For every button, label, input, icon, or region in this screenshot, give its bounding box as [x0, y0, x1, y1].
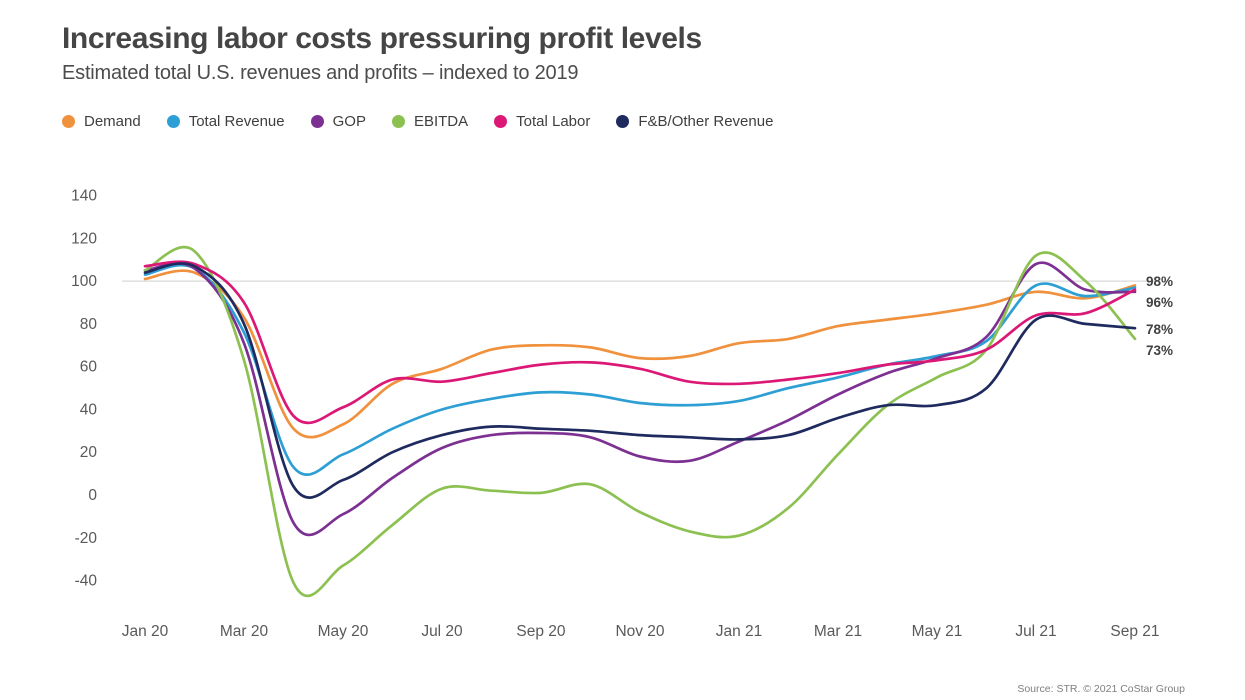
legend-item-f-b-other-revenue: F&B/Other Revenue [616, 113, 773, 130]
legend-label: GOP [332, 113, 366, 130]
legend-dot-icon [166, 115, 180, 128]
chart-subtitle: Estimated total U.S. revenues and profit… [62, 61, 579, 84]
legend-label: Total Revenue [188, 113, 285, 130]
x-axis-tick-label: May 21 [912, 623, 963, 640]
x-axis-tick-label: Jan 21 [716, 623, 763, 640]
chart-title: Increasing labor costs pressuring profit… [62, 22, 702, 55]
x-axis-tick-label: Nov 20 [615, 623, 664, 640]
x-axis-tick-label: Jul 21 [1015, 623, 1056, 640]
legend-item-gop: GOP [310, 113, 366, 130]
source-attribution: Source: STR. © 2021 CoStar Group [1017, 683, 1185, 695]
end-value-label: 98% [1146, 274, 1173, 289]
end-value-label: 73% [1146, 343, 1173, 358]
y-axis-tick-label: 100 [71, 273, 97, 290]
x-axis-tick-label: Mar 20 [220, 623, 269, 640]
y-axis-tick-label: 0 [88, 487, 97, 504]
legend-dot-icon [391, 115, 405, 128]
legend-item-total-labor: Total Labor [494, 113, 590, 130]
legend-label: Demand [84, 113, 141, 130]
x-axis-tick-label: Jul 20 [421, 623, 463, 640]
x-axis-tick-label: Sep 20 [516, 623, 566, 640]
series-line-demand [143, 269, 1137, 439]
legend-dot-icon [494, 115, 508, 128]
legend-item-total-revenue: Total Revenue [166, 113, 285, 130]
legend-item-demand: Demand [62, 113, 141, 130]
legend-label: Total Labor [516, 113, 591, 130]
y-axis-tick-label: 20 [80, 444, 98, 461]
series-line-f-b-other-revenue [143, 262, 1137, 499]
legend-dot-icon [310, 115, 324, 128]
legend-dot-icon [62, 115, 75, 128]
x-axis-tick-label: Sep 21 [1110, 623, 1159, 640]
series-line-gop [143, 261, 1137, 537]
y-axis-tick-label: 40 [80, 401, 98, 418]
x-axis-tick-label: May 20 [318, 623, 369, 640]
y-axis-tick-label: 120 [71, 230, 97, 247]
x-axis-tick-label: Jan 20 [122, 623, 169, 640]
series-line-total-labor [143, 260, 1137, 425]
legend-item-ebitda: EBITDA [391, 113, 469, 130]
legend-label: F&B/Other Revenue [638, 113, 774, 130]
chart-header: Increasing labor costs pressuring profit… [62, 22, 702, 85]
y-axis-tick-label: 80 [80, 316, 98, 333]
chart-legend: Demand Total Revenue GOP EBITDA Total Labor F… [62, 113, 773, 130]
series-line-ebitda [143, 245, 1137, 598]
y-axis-tick-label: -20 [75, 530, 98, 547]
y-axis-tick-label: 140 [71, 188, 97, 205]
legend-dot-icon [616, 115, 630, 128]
y-axis-tick-label: 60 [80, 359, 98, 376]
y-axis-tick-label: -40 [75, 573, 98, 590]
end-value-label: 96% [1146, 295, 1173, 310]
legend-label: EBITDA [413, 113, 469, 130]
x-axis-tick-label: Mar 21 [814, 623, 862, 640]
end-value-label: 78% [1146, 322, 1173, 337]
